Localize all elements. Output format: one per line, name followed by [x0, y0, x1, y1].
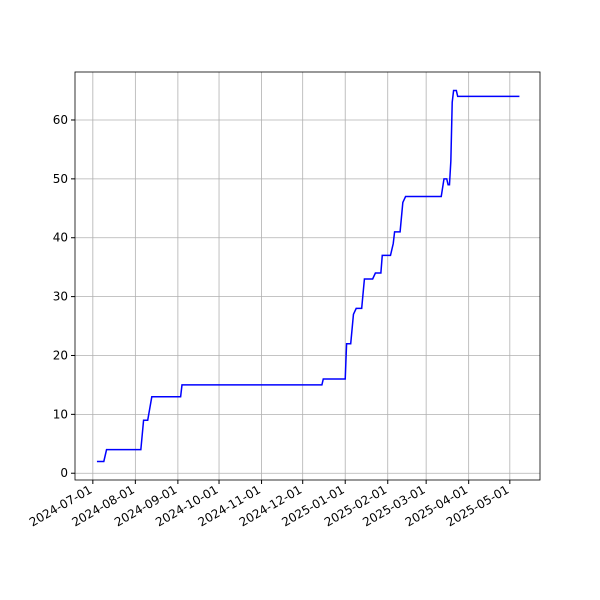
y-tick-label: 30 [53, 290, 68, 304]
y-tick-label: 20 [53, 348, 68, 362]
y-tick-label: 10 [53, 407, 68, 421]
y-tick-label: 40 [53, 231, 68, 245]
data-line [96, 89, 520, 463]
y-tick-label: 60 [53, 113, 68, 127]
y-tick-label: 0 [60, 466, 68, 480]
plot-frame [74, 71, 541, 481]
y-tick-label: 50 [53, 172, 68, 186]
